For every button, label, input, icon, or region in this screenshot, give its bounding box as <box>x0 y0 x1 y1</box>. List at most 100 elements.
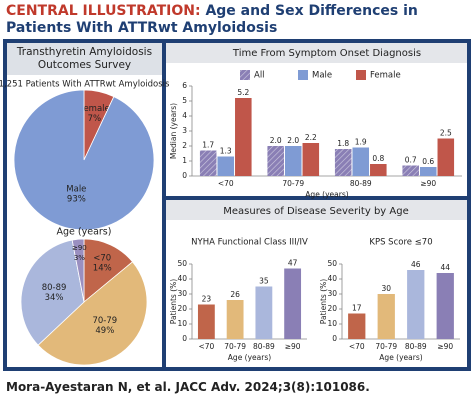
y-tick-label: 2 <box>182 141 187 150</box>
bar <box>284 268 302 339</box>
bar <box>284 146 302 176</box>
legend-swatch <box>298 70 308 80</box>
pie-value-label: 49% <box>95 326 114 336</box>
y-tick-label: 0 <box>182 334 187 343</box>
data-label: 30 <box>381 284 391 293</box>
x-tick-label: 80-89 <box>405 342 427 351</box>
x-tick-label: ≥90 <box>420 179 436 188</box>
severity-title-bar <box>166 200 467 220</box>
data-label: 2.0 <box>287 136 299 145</box>
footer: Mora-Ayestaran N, et al. JACC Adv. 2024;… <box>6 380 370 394</box>
y-tick-label: 30 <box>327 289 337 298</box>
data-label: 1.7 <box>202 141 214 150</box>
y-tick-label: 0 <box>182 171 187 180</box>
bar <box>348 313 366 339</box>
x-axis-label: Age (years) <box>305 190 348 199</box>
pie-value-label: 7% <box>88 114 102 124</box>
y-tick-label: 10 <box>327 319 337 328</box>
pie-value-label: 3% <box>74 254 85 262</box>
bar <box>217 156 235 176</box>
y-axis-label: Patients (%) <box>169 279 178 324</box>
header-title: Age and Sex Differences in Patients With… <box>6 3 418 36</box>
panel-title: Measures of Disease Severity by Age <box>223 206 408 217</box>
data-label: 44 <box>440 263 450 272</box>
data-label: 2.0 <box>270 136 282 145</box>
pie-slice <box>71 238 85 303</box>
pie-label: Female <box>79 104 110 114</box>
bar <box>352 147 370 176</box>
data-label: 1.3 <box>220 147 232 156</box>
chart-title: KPS Score ≤70 <box>369 238 432 248</box>
x-tick-label: <70 <box>198 342 214 351</box>
pie-slice <box>20 239 85 346</box>
y-tick-label: 10 <box>177 319 187 328</box>
header-label: CENTRAL ILLUSTRATION: <box>6 3 201 19</box>
x-tick-label: ≥90 <box>437 342 453 351</box>
y-axis-label: Median (years) <box>169 103 178 159</box>
x-tick-label: ≥90 <box>285 342 301 351</box>
data-label: 47 <box>288 259 298 268</box>
y-tick-label: 20 <box>177 304 187 313</box>
y-tick-label: 20 <box>327 304 337 313</box>
y-tick-label: 0 <box>332 334 337 343</box>
data-label: 23 <box>202 295 212 304</box>
pie-slice <box>37 261 148 366</box>
y-tick-label: 30 <box>177 289 187 298</box>
x-tick-label: 70-79 <box>282 179 304 188</box>
pie-slice <box>83 238 134 303</box>
y-tick-label: 4 <box>182 111 187 120</box>
pie-label: Male <box>66 185 86 195</box>
bar <box>370 164 387 176</box>
y-tick-label: 5 <box>182 96 187 105</box>
time-title-bar <box>166 43 467 63</box>
pie-slice <box>13 89 155 231</box>
y-axis-label: Patients (%) <box>319 279 328 324</box>
bar <box>437 138 455 176</box>
bar <box>402 165 419 176</box>
legend-swatch <box>356 70 366 80</box>
legend-label: All <box>254 71 265 81</box>
data-label: 0.7 <box>405 156 417 165</box>
bar <box>199 150 217 176</box>
bar <box>377 294 395 339</box>
header: CENTRAL ILLUSTRATION: Age and Sex Differ… <box>6 3 468 37</box>
pie-title: Age (years) <box>57 227 112 238</box>
data-label: 46 <box>411 260 421 269</box>
legend-label: Female <box>370 71 401 81</box>
data-label: 0.6 <box>422 157 434 166</box>
y-tick-label: 3 <box>182 126 187 135</box>
x-tick-label: 80-89 <box>350 179 372 188</box>
y-tick-label: 50 <box>327 259 337 268</box>
x-axis-label: Age (years) <box>228 353 271 362</box>
data-label: 2.5 <box>440 129 452 138</box>
bar <box>197 304 215 339</box>
data-label: 17 <box>352 304 362 313</box>
bar <box>267 146 284 176</box>
data-label: 5.2 <box>237 88 249 97</box>
data-label: 2.2 <box>305 133 317 142</box>
pie-label: ≥90 <box>72 244 87 252</box>
pie-value-label: 93% <box>67 195 86 205</box>
y-tick-label: 6 <box>182 81 187 90</box>
x-tick-label: 70-79 <box>375 342 397 351</box>
x-axis-label: Age (years) <box>379 353 422 362</box>
data-label: 0.8 <box>372 154 384 163</box>
bar <box>334 149 352 176</box>
legend-label: Male <box>312 71 332 81</box>
y-tick-label: 40 <box>327 274 337 283</box>
data-label: 1.9 <box>355 138 367 147</box>
data-label: 1.8 <box>337 139 349 148</box>
data-label: 35 <box>259 277 269 286</box>
data-label: 26 <box>230 290 240 299</box>
x-tick-label: 80-89 <box>253 342 275 351</box>
pie-label: 70-79 <box>92 316 117 326</box>
bar <box>419 167 437 176</box>
pie-value-label: 14% <box>93 264 112 274</box>
pie-value-label: 34% <box>45 293 64 303</box>
y-tick-label: 50 <box>177 259 187 268</box>
x-tick-label: <70 <box>218 179 234 188</box>
x-tick-label: <70 <box>349 342 365 351</box>
bar <box>407 270 425 339</box>
bar <box>255 286 273 339</box>
